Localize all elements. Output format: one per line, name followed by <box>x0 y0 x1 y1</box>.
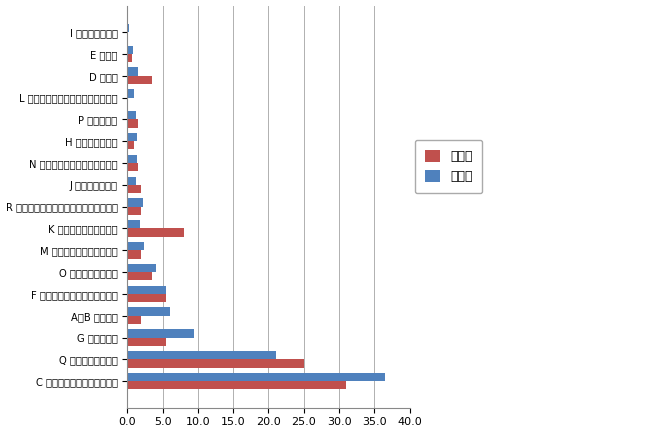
Bar <box>127 155 137 163</box>
Bar <box>127 133 137 141</box>
Bar <box>127 32 128 40</box>
Bar <box>127 76 152 84</box>
Bar <box>127 220 140 229</box>
Bar <box>127 359 304 368</box>
Bar <box>127 97 128 106</box>
Bar <box>127 207 141 215</box>
Bar <box>127 198 143 207</box>
Bar <box>127 329 194 338</box>
Bar <box>127 307 170 316</box>
Bar <box>127 373 385 381</box>
Bar <box>127 286 166 294</box>
Bar <box>127 316 141 324</box>
Bar <box>127 272 152 281</box>
Bar <box>127 68 138 76</box>
Bar <box>127 185 141 193</box>
Bar <box>127 381 346 389</box>
Bar <box>127 24 129 32</box>
Bar <box>127 351 275 359</box>
Legend: 全　国, 茨城県: 全 国, 茨城県 <box>415 140 483 193</box>
Bar <box>127 45 133 54</box>
Bar <box>127 89 134 97</box>
Bar <box>127 111 136 120</box>
Bar <box>127 163 138 171</box>
Bar <box>127 177 136 185</box>
Bar <box>127 229 183 237</box>
Bar <box>127 54 132 62</box>
Bar <box>127 141 134 149</box>
Bar <box>127 120 138 128</box>
Bar <box>127 338 166 346</box>
Bar <box>127 264 156 272</box>
Bar <box>127 250 141 259</box>
Bar <box>127 294 166 302</box>
Bar <box>127 242 143 250</box>
